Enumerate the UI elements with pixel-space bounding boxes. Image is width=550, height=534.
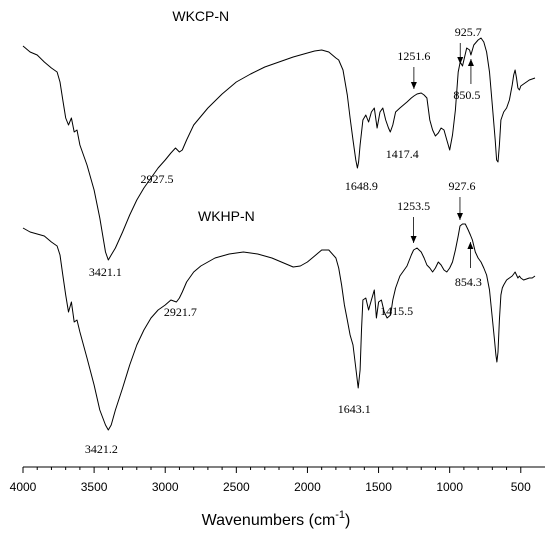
series-line-2 [22,223,536,431]
series-title-1: WKCP-N [172,8,229,24]
x-tick-label: 2500 [223,480,250,494]
peak-label: 3421.1 [89,265,122,279]
x-axis-title: Wavenumbers (cm-1) [202,509,351,529]
peak-arrowhead [410,82,417,89]
peak-label: 927.6 [448,179,475,193]
series-line-1 [22,37,536,261]
series-titles: WKCP-N WKHP-N [172,8,254,224]
peak-label: 1648.9 [345,179,378,193]
x-tick-label: 1000 [436,480,463,494]
x-axis: 4000 3500 3000 2500 2000 1500 1000 500 [10,466,545,494]
peak-label: 1253.5 [397,199,430,213]
peak-label: 2927.5 [141,172,174,186]
x-tick-label: 3000 [152,480,179,494]
peak-label: 850.5 [453,88,480,102]
x-axis-title-main: Wavenumbers (cm [202,512,336,529]
peak-arrowhead [456,213,463,220]
x-tick-label: 2000 [294,480,321,494]
peak-arrowhead [467,59,474,66]
peak-label: 854.3 [455,275,482,289]
peak-label: 1417.4 [386,147,419,161]
x-tick-label: 4000 [10,480,37,494]
peak-arrowhead [410,236,417,243]
series-title-2: WKHP-N [198,208,255,224]
peak-label: 3421.2 [85,442,118,456]
peak-label: 2921.7 [164,305,197,319]
x-tick-label: 3500 [81,480,108,494]
x-tick-label: 1500 [365,480,392,494]
spectra-curves [22,37,536,431]
peak-arrowhead [457,57,464,64]
peak-label: 925.7 [455,25,482,39]
x-tick-label: 500 [511,480,531,494]
x-axis-title-end: ) [345,512,350,529]
peak-annotations: 3421.1 2927.5 1648.9 1417.4 1251.6 925.7 850.5… [85,25,482,456]
peak-label: 1415.5 [380,304,413,318]
x-axis-title-sup: -1 [335,509,345,521]
peak-label: 1251.6 [397,49,430,63]
peak-label: 1643.1 [338,402,371,416]
peak-arrowhead [467,242,474,249]
